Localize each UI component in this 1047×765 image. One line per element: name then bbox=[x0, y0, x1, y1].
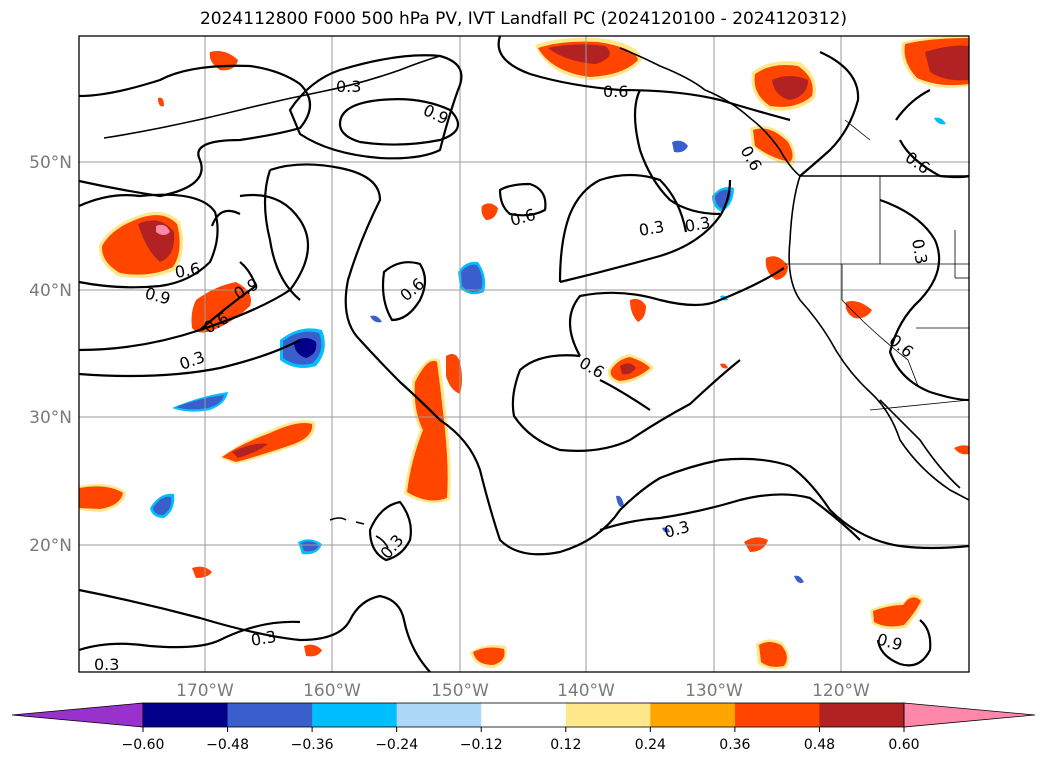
colorbar-tick-label: −0.12 bbox=[460, 737, 503, 753]
lat-label-20n: 20°N bbox=[29, 536, 72, 556]
contour-label: 0.3 bbox=[249, 627, 277, 650]
colorbar-segment bbox=[734, 703, 820, 727]
colorbar-segment bbox=[143, 703, 229, 727]
negative-anomaly-blob bbox=[298, 539, 322, 555]
colorbar-segment bbox=[819, 703, 905, 727]
negative-anomaly-blob bbox=[934, 117, 946, 125]
coastlines bbox=[103, 47, 970, 549]
negative-anomaly-blob bbox=[172, 392, 228, 412]
positive-anomaly-blob bbox=[870, 594, 924, 630]
colorbar-tick-label: 0.36 bbox=[719, 737, 750, 753]
positive-anomaly-blob bbox=[607, 354, 654, 384]
positive-anomaly-blob bbox=[720, 363, 728, 369]
negative-anomaly-blob bbox=[672, 140, 688, 153]
contour-label: 0.3 bbox=[683, 213, 711, 236]
map-frame bbox=[78, 35, 970, 673]
lon-label-150w: 150°W bbox=[431, 681, 489, 701]
positive-anomaly-blob bbox=[630, 298, 646, 322]
colorbar-tick-label: 0.48 bbox=[804, 737, 835, 753]
positive-anomaly-blob bbox=[191, 282, 252, 333]
contour-label: 0.6 bbox=[173, 259, 201, 282]
lon-label-120w: 120°W bbox=[812, 681, 870, 701]
positive-anomaly-blob bbox=[954, 445, 969, 455]
negative-anomaly-blob bbox=[794, 575, 804, 584]
colorbar: −0.60 −0.48 −0.36 −0.24 −0.12 0.12 0.24 0.36 0.4… bbox=[11, 702, 1036, 753]
contour-label: 0.6 bbox=[603, 82, 628, 101]
positive-anomaly-blob bbox=[158, 97, 164, 107]
lon-label-130w: 130°W bbox=[685, 681, 743, 701]
colorbar-tick-label: −0.60 bbox=[122, 737, 165, 753]
colorbar-segment bbox=[227, 703, 313, 727]
positive-anomaly-blob bbox=[404, 354, 462, 503]
contour-label: 0.3 bbox=[336, 77, 361, 96]
colorbar-segments bbox=[11, 702, 1036, 728]
colorbar-segment bbox=[481, 703, 567, 727]
colorbar-tick-label: −0.48 bbox=[206, 737, 249, 753]
longitude-labels: 170°W 160°W 150°W 140°W 130°W 120°W bbox=[176, 681, 870, 701]
negative-anomaly-blob bbox=[616, 495, 624, 507]
colorbar-segment bbox=[565, 703, 651, 727]
positive-anomaly-blob bbox=[304, 644, 322, 657]
colorbar-segment bbox=[312, 703, 398, 727]
positive-anomaly-blob bbox=[98, 211, 184, 278]
contour-label: 0.3 bbox=[908, 237, 931, 265]
negative-anomaly-blob bbox=[370, 315, 382, 323]
positive-anomaly-blob bbox=[751, 61, 816, 111]
positive-anomaly-blob bbox=[901, 36, 969, 88]
positive-anomaly-blob bbox=[470, 644, 507, 668]
latitude-labels: 50°N 40°N 30°N 20°N bbox=[29, 153, 72, 556]
map-title: 2024112800 F000 500 hPa PV, IVT Landfall… bbox=[199, 9, 847, 29]
positive-anomaly-blob bbox=[481, 203, 498, 220]
pv-anomaly-fills bbox=[79, 36, 969, 670]
lat-label-40n: 40°N bbox=[29, 281, 72, 301]
negative-anomaly-blob bbox=[280, 328, 325, 368]
colorbar-segment bbox=[396, 703, 482, 727]
negative-anomaly-blob bbox=[662, 527, 670, 533]
positive-anomaly-blob bbox=[535, 37, 642, 80]
colorbar-tick-label: 0.12 bbox=[550, 737, 581, 753]
positive-anomaly-blob bbox=[220, 420, 316, 464]
positive-anomaly-blob bbox=[845, 301, 872, 319]
positive-anomaly-blob bbox=[765, 256, 788, 280]
colorbar-segment bbox=[650, 703, 736, 727]
contour-label: 0.3 bbox=[637, 217, 665, 240]
colorbar-tick-label: 0.60 bbox=[888, 737, 919, 753]
positive-anomaly-blob bbox=[79, 484, 126, 512]
colorbar-tick-label: −0.24 bbox=[375, 737, 418, 753]
lon-label-160w: 160°W bbox=[303, 681, 361, 701]
colorbar-ticks: −0.60 −0.48 −0.36 −0.24 −0.12 0.12 0.24 0.36 0.4… bbox=[122, 727, 920, 753]
contour-lines bbox=[78, 35, 970, 673]
lat-label-50n: 50°N bbox=[29, 153, 72, 173]
negative-anomaly-blob bbox=[458, 261, 486, 295]
colorbar-tick-label: 0.24 bbox=[635, 737, 666, 753]
positive-anomaly-blob bbox=[192, 566, 212, 578]
lon-label-170w: 170°W bbox=[176, 681, 234, 701]
graticule bbox=[79, 36, 969, 672]
colorbar-extend-low bbox=[11, 702, 144, 728]
contour-label: 0.3 bbox=[94, 655, 119, 674]
positive-anomaly-blob bbox=[756, 639, 790, 670]
colorbar-tick-label: −0.36 bbox=[291, 737, 334, 753]
lon-label-140w: 140°W bbox=[557, 681, 615, 701]
colorbar-extend-high bbox=[903, 702, 1036, 728]
colorbar-frame bbox=[142, 702, 905, 728]
lat-label-30n: 30°N bbox=[29, 408, 72, 428]
negative-anomaly-blob bbox=[150, 493, 175, 518]
